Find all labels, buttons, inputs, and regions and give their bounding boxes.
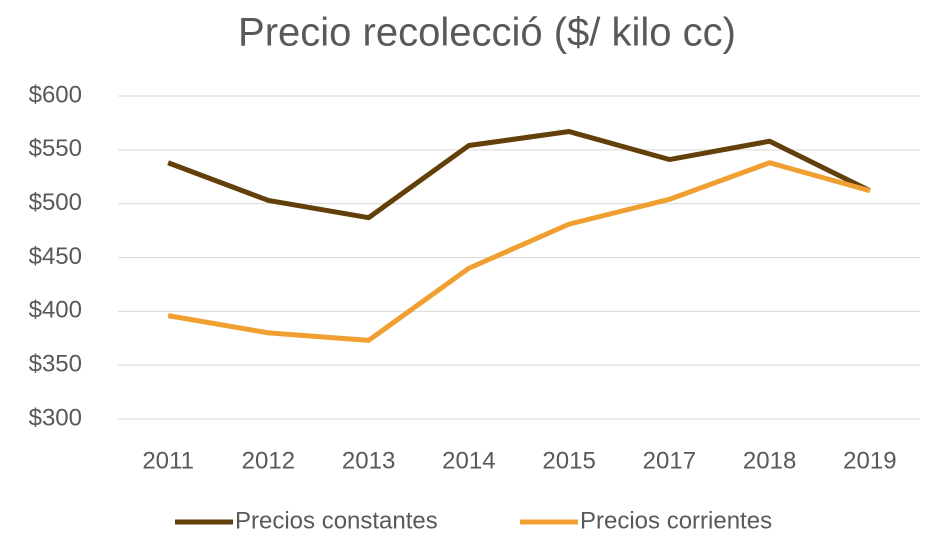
y-tick-label: $450 xyxy=(29,243,82,270)
y-tick-label: $300 xyxy=(29,404,82,431)
series-line xyxy=(167,129,871,221)
y-tick-label: $550 xyxy=(29,135,82,162)
x-tick-label: 2013 xyxy=(342,447,395,474)
x-tick-label: 2019 xyxy=(843,447,896,474)
x-tick-label: 2017 xyxy=(643,447,696,474)
x-tick-label: 2018 xyxy=(743,447,796,474)
y-tick-label: $600 xyxy=(29,81,82,108)
y-tick-label: $500 xyxy=(29,189,82,216)
x-tick-label: 2014 xyxy=(442,447,495,474)
chart-title: Precio recolecció ($/ kilo cc) xyxy=(238,11,736,55)
y-tick-label: $400 xyxy=(29,297,82,324)
legend-label: Precios corrientes xyxy=(580,507,772,534)
y-tick-label: $350 xyxy=(29,351,82,378)
x-tick-label: 2011 xyxy=(142,447,194,474)
legend-label: Precios constantes xyxy=(235,507,438,534)
x-tick-label: 2012 xyxy=(242,447,295,474)
x-tick-label: 2015 xyxy=(542,447,595,474)
series-line xyxy=(167,160,871,343)
